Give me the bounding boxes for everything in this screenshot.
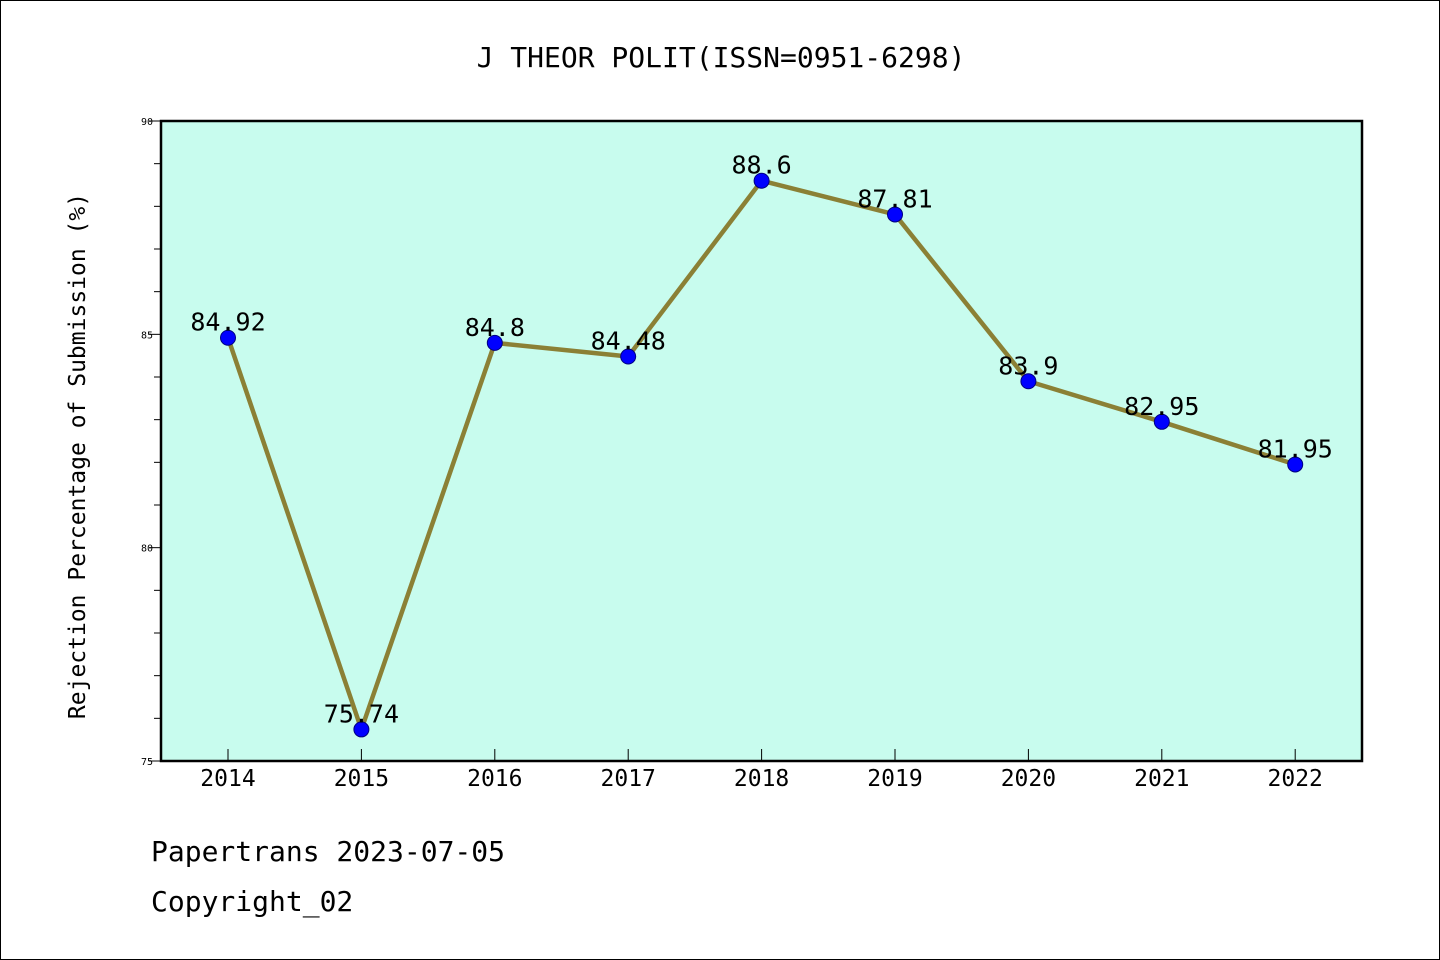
data-label: 84.8 — [465, 313, 525, 342]
footer-date-text: Papertrans 2023-07-05 — [151, 835, 506, 868]
data-point — [353, 721, 370, 738]
chart-title: J THEOR POLIT(ISSN=0951-6298) — [477, 41, 966, 74]
x-tick-label: 2015 — [334, 766, 389, 792]
data-label: 88.6 — [731, 151, 791, 180]
x-tick-label: 2018 — [734, 766, 789, 792]
data-label: 81.95 — [1258, 434, 1333, 463]
x-tick-label: 2020 — [1001, 766, 1056, 792]
plot-area — [159, 119, 1364, 763]
y-tick-label: 90 — [141, 117, 153, 128]
data-point — [1153, 413, 1170, 430]
x-tick-label: 2022 — [1268, 766, 1323, 792]
x-tick-label: 2016 — [467, 766, 522, 792]
data-point — [220, 329, 236, 346]
y-tick-label: 80 — [141, 544, 153, 555]
data-label-layer: 84.92 75.74 84.8 84.48 88.6 87.81 83.9 82.95 81.… — [190, 151, 1332, 729]
x-tick-label: 2017 — [601, 766, 656, 792]
y-tick-label: 75 — [141, 757, 153, 768]
data-label: 87.81 — [857, 184, 932, 213]
marker-layer — [220, 172, 1304, 738]
data-label: 83.9 — [998, 351, 1058, 380]
footer-copyright-text: Copyright_02 — [151, 885, 354, 918]
y-axis: 75 80 85 90 — [141, 117, 161, 768]
x-tick-label: 2019 — [867, 766, 922, 792]
data-label: 84.48 — [591, 327, 666, 356]
data-point — [753, 172, 770, 189]
data-point — [887, 206, 903, 223]
data-point — [1020, 373, 1037, 390]
y-tick-label: 85 — [141, 330, 153, 341]
data-label: 82.95 — [1124, 392, 1199, 421]
data-label: 84.92 — [190, 308, 265, 337]
x-tick-label: 2021 — [1134, 766, 1189, 792]
y-axis-title: Rejection Percentage of Submission (%) — [65, 193, 91, 719]
data-point — [486, 334, 503, 351]
data-point — [620, 348, 637, 365]
data-point — [1287, 456, 1304, 473]
data-label: 75.74 — [324, 699, 399, 728]
x-axis: 2014 2015 2016 2017 2018 2019 2020 2021 2022 — [200, 749, 1323, 792]
x-tick-label: 2014 — [200, 766, 255, 792]
